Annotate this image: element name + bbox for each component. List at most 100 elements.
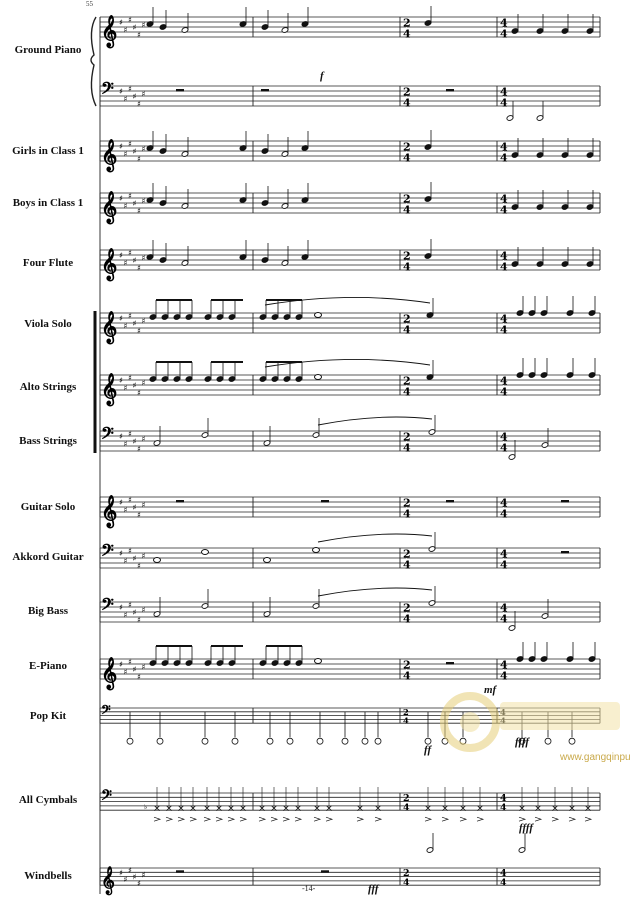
- sharp-icon: ♯: [128, 429, 132, 439]
- drum-note: [231, 737, 239, 745]
- dynamic-marking: ff: [424, 744, 432, 756]
- drum-note: [316, 737, 324, 745]
- sharp-icon: ♯: [128, 311, 132, 321]
- time-signature: 4/4: [500, 86, 508, 110]
- accent-mark: [356, 816, 365, 822]
- instrument-label-guitar-solo: Guitar Solo: [20, 501, 76, 513]
- bass-clef-icon: 𝄢: [101, 423, 114, 447]
- sharp-icon: ♯: [137, 561, 141, 571]
- measure-number: 55: [86, 0, 93, 8]
- sharp-icon: ♯: [137, 510, 141, 520]
- time-signature: 4/4: [500, 17, 508, 41]
- instrument-label-ground-piano: Ground Piano: [14, 44, 82, 56]
- sharp-icon: ♯: [142, 869, 146, 879]
- time-signature: 4/4: [500, 793, 507, 814]
- sharp-icon: ♯: [133, 664, 137, 674]
- time-signature: 2/4: [403, 193, 411, 217]
- cymbal-note: [535, 805, 541, 811]
- sharp-icon: ♯: [128, 600, 132, 610]
- drum-note: [374, 737, 382, 745]
- cymbal-note: [519, 805, 525, 811]
- sharp-icon: ♯: [137, 326, 141, 336]
- sharp-icon: ♯: [119, 313, 123, 323]
- sharp-icon: ♯: [128, 84, 132, 94]
- treble-clef-icon: 𝄞: [101, 494, 117, 529]
- time-signature: 4/4: [500, 250, 508, 274]
- bass-clef-icon: 𝄢: [101, 787, 112, 807]
- sharp-icon: ♯: [128, 139, 132, 149]
- rest: [261, 89, 269, 92]
- instrument-label-flute: Four Flute: [22, 257, 74, 269]
- treble-clef-icon: 𝄞: [101, 310, 117, 345]
- dynamic-marking: ffff: [515, 736, 530, 748]
- brace: [90, 16, 97, 107]
- note-head: [314, 658, 322, 664]
- note-head: [314, 374, 322, 380]
- time-signature: 2/4: [403, 141, 411, 165]
- cymbal-note: [154, 805, 160, 811]
- sharp-icon: ♯: [133, 436, 137, 446]
- drum-note: [544, 737, 552, 745]
- sharp-icon: ♯: [142, 144, 146, 154]
- time-signature: 4/4: [500, 141, 508, 165]
- drum-note: [201, 737, 209, 745]
- sharp-icon: ♯: [133, 502, 137, 512]
- time-signature: 4/4: [500, 659, 508, 683]
- cymbal-note: [425, 805, 431, 811]
- treble-clef-icon: 𝄞: [101, 372, 117, 407]
- time-signature: 4/4: [500, 602, 508, 626]
- sharp-icon: ♯: [133, 91, 137, 101]
- sharp-icon: ♯: [142, 605, 146, 615]
- instrument-label-viola: Viola Solo: [24, 318, 72, 330]
- sharp-icon: ♯: [142, 378, 146, 388]
- instrument-label-boys: Boys in Class 1: [12, 197, 84, 209]
- cymbal-note: [259, 805, 265, 811]
- sharp-icon: ♯: [119, 193, 123, 203]
- accent-mark: [258, 816, 267, 822]
- accent-mark: [518, 816, 527, 822]
- sharp-icon: ♯: [119, 17, 123, 27]
- sharp-icon: ♯: [119, 867, 123, 877]
- bass-clef-icon: 𝄢: [101, 78, 114, 102]
- sharp-icon: ♯: [142, 434, 146, 444]
- sharp-icon: ♯: [119, 497, 123, 507]
- cymbal-note: [204, 805, 210, 811]
- cymbal-note: [375, 805, 381, 811]
- bass-clef-icon: 𝄢: [101, 540, 114, 564]
- accent-mark: [374, 816, 383, 822]
- sharp-icon: ♯: [142, 662, 146, 672]
- accent-mark: [270, 816, 279, 822]
- slur: [317, 533, 433, 543]
- accent-mark: [177, 816, 186, 822]
- watermark-text: www.gangqinpu.com: [560, 752, 630, 763]
- bass-clef-icon: 𝄢: [101, 702, 111, 720]
- sharp-icon: ♯: [137, 154, 141, 164]
- drum-note: [361, 737, 369, 745]
- sharp-icon: ♯: [128, 248, 132, 258]
- time-signature: 4/4: [500, 431, 508, 455]
- sharp-icon: ♯: [142, 89, 146, 99]
- rest: [561, 551, 569, 554]
- sharp-icon: ♯: [119, 548, 123, 558]
- sharp-icon: ♯: [142, 551, 146, 561]
- sharp-icon: ♯: [119, 375, 123, 385]
- slur: [317, 416, 433, 426]
- cymbal-note: [190, 805, 196, 811]
- rest: [446, 500, 454, 503]
- time-signature: 2/4: [403, 497, 411, 521]
- instrument-label-alto: Alto Strings: [19, 381, 77, 393]
- cymbal-note: [552, 805, 558, 811]
- sharp-icon: ♯: [133, 318, 137, 328]
- sharp-icon: ♯: [124, 874, 128, 884]
- sharp-icon: ♯: [128, 373, 132, 383]
- cymbal-note: [216, 805, 222, 811]
- rest: [176, 89, 184, 92]
- accent-mark: [534, 816, 543, 822]
- cymbal-note: [271, 805, 277, 811]
- cymbal-note: [314, 805, 320, 811]
- time-signature: 4/4: [500, 375, 508, 399]
- cymbal-note: [460, 805, 466, 811]
- sharp-icon: ♯: [133, 255, 137, 265]
- sharp-icon: ♯: [142, 253, 146, 263]
- sharp-icon: ♯: [124, 610, 128, 620]
